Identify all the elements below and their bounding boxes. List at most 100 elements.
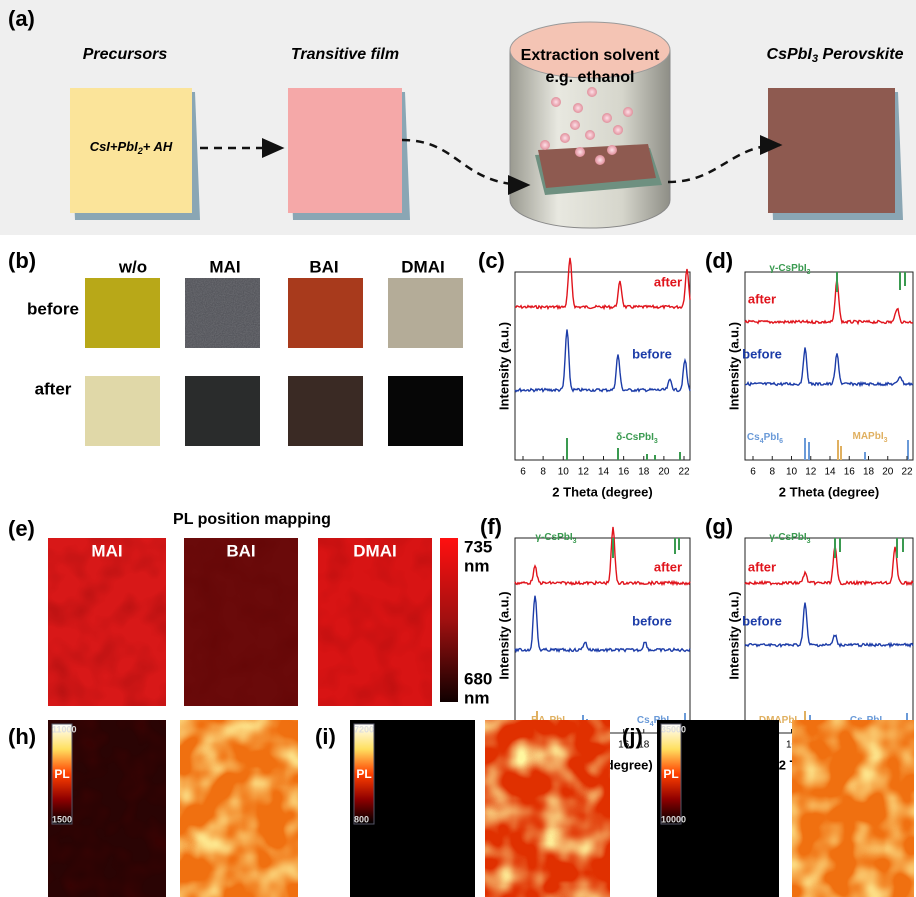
map-texture bbox=[180, 720, 298, 897]
column-label: DMAI bbox=[401, 257, 444, 276]
x-tick-label: 16 bbox=[844, 467, 856, 478]
x-axis-label: 2 Theta (degree) bbox=[552, 484, 652, 499]
row-label: after bbox=[35, 379, 72, 398]
y-axis-label: Intensity (a.u.) bbox=[726, 322, 741, 410]
precursor-mix-part: CsI+PbI bbox=[90, 139, 138, 154]
panel-label: (c) bbox=[478, 248, 505, 273]
reference-label: MAPbI3 bbox=[852, 431, 887, 444]
panel-label: (d) bbox=[705, 248, 733, 273]
colorbar-title: PL bbox=[663, 767, 678, 781]
colorbar-title: PL bbox=[356, 767, 371, 781]
colorbar-label: 735 bbox=[464, 537, 492, 556]
reference-label-part: PbI bbox=[764, 432, 780, 443]
precursor-mix-part: + AH bbox=[143, 139, 173, 154]
colorbar-label: 10000 bbox=[661, 814, 686, 824]
reference-label: γ-CsPbI3 bbox=[535, 532, 576, 545]
map-label: DMAI bbox=[353, 541, 396, 560]
x-tick-label: 6 bbox=[520, 467, 526, 478]
photo bbox=[388, 376, 463, 446]
x-tick-label: 12 bbox=[578, 467, 590, 478]
map-texture bbox=[318, 538, 432, 706]
film bbox=[768, 88, 895, 213]
x-tick-label: 18 bbox=[863, 467, 875, 478]
colorbar-label: 35000 bbox=[661, 724, 686, 734]
colorbar bbox=[440, 538, 458, 702]
curve-label: after bbox=[654, 559, 682, 574]
colorbar-title: PL bbox=[54, 767, 69, 781]
product-label-part: CsPbI bbox=[767, 46, 813, 63]
step-label: Transitive film bbox=[291, 46, 399, 63]
photo-texture bbox=[185, 278, 260, 348]
reference-label: δ-CsPbI3 bbox=[616, 432, 658, 445]
colorbar-label: 1500 bbox=[52, 814, 72, 824]
x-tick-label: 20 bbox=[882, 467, 894, 478]
reference-label-part: 6 bbox=[779, 438, 783, 445]
reference-label: Cs4PbI6 bbox=[747, 432, 783, 445]
reference-label-part: 3 bbox=[884, 437, 888, 444]
photo bbox=[185, 376, 260, 446]
curve-label: before bbox=[742, 613, 782, 628]
panel-b: (b) w/o MAI BAI DMAI before after bbox=[8, 248, 463, 446]
y-axis-label: Intensity (a.u.) bbox=[496, 591, 511, 679]
x-tick-label: 6 bbox=[750, 467, 756, 478]
precursor-mix: CsI+PbI2+ AH bbox=[90, 139, 173, 156]
x-tick-label: 10 bbox=[786, 467, 798, 478]
panel-label: (g) bbox=[705, 514, 733, 539]
reference-label-part: γ-CsPbI bbox=[535, 532, 572, 543]
reference-label-part: 3 bbox=[807, 538, 811, 545]
curve-label: after bbox=[748, 559, 776, 574]
step-label: Precursors bbox=[83, 46, 168, 63]
column-label: w/o bbox=[118, 257, 147, 276]
x-tick-label: 14 bbox=[598, 467, 610, 478]
film bbox=[288, 88, 402, 213]
colorbar-unit: nm bbox=[464, 688, 490, 707]
curve-label: before bbox=[632, 346, 672, 361]
panel-label: (f) bbox=[480, 514, 502, 539]
photo bbox=[85, 376, 160, 446]
colorbar-label: 7200 bbox=[354, 724, 374, 734]
panel-label: (e) bbox=[8, 516, 35, 541]
reference-label: γ-CsPbI3 bbox=[769, 263, 810, 276]
reference-label-part: γ-CsPbI bbox=[769, 532, 806, 543]
panel-label: (i) bbox=[315, 724, 336, 749]
reference-label-part: 3 bbox=[573, 538, 577, 545]
column-label: MAI bbox=[209, 257, 240, 276]
curve-label: after bbox=[654, 274, 682, 289]
plot-frame bbox=[515, 272, 690, 460]
reference-label: γ-CsPbI3 bbox=[769, 532, 810, 545]
panel-label: (h) bbox=[8, 724, 36, 749]
x-tick-label: 16 bbox=[618, 467, 630, 478]
map-texture bbox=[184, 538, 298, 706]
panel-title: PL position mapping bbox=[173, 511, 331, 528]
reference-label-part: Cs bbox=[747, 432, 760, 443]
solvent-example: e.g. ethanol bbox=[546, 69, 635, 86]
x-tick-label: 22 bbox=[678, 467, 690, 478]
x-tick-label: 18 bbox=[638, 467, 650, 478]
y-axis-label: Intensity (a.u.) bbox=[496, 322, 511, 410]
x-tick-label: 10 bbox=[558, 467, 570, 478]
photo bbox=[288, 278, 363, 348]
reference-label-part: 3 bbox=[807, 269, 811, 276]
curve-label: after bbox=[748, 291, 776, 306]
x-tick-label: 8 bbox=[540, 467, 546, 478]
x-tick-label: 8 bbox=[769, 467, 775, 478]
x-tick-label: 12 bbox=[805, 467, 817, 478]
x-tick-label: 22 bbox=[901, 467, 913, 478]
product-label: CsPbI3 Perovskite bbox=[767, 46, 904, 65]
panel-label: (b) bbox=[8, 248, 36, 273]
colorbar-label: 800 bbox=[354, 814, 369, 824]
figure: (a) Precursors Transitive film Extractio… bbox=[0, 0, 916, 897]
x-axis-label: 2 Theta (degree) bbox=[779, 484, 879, 499]
reference-label-part: γ-CsPbI bbox=[769, 263, 806, 274]
reference-label-part: MAPbI bbox=[852, 431, 883, 442]
panel-label: (a) bbox=[8, 6, 35, 31]
panel-e: (e) PL position mapping MAI BAI DMAI 735… bbox=[8, 511, 492, 707]
photo bbox=[288, 376, 363, 446]
map-texture bbox=[48, 538, 166, 706]
curve-label: before bbox=[632, 613, 672, 628]
panel-label: (j) bbox=[622, 724, 643, 749]
solvent-label: Extraction solvent bbox=[521, 47, 660, 64]
x-tick-label: 14 bbox=[824, 467, 836, 478]
curve-label: before bbox=[742, 346, 782, 361]
x-tick-label: 20 bbox=[658, 467, 670, 478]
